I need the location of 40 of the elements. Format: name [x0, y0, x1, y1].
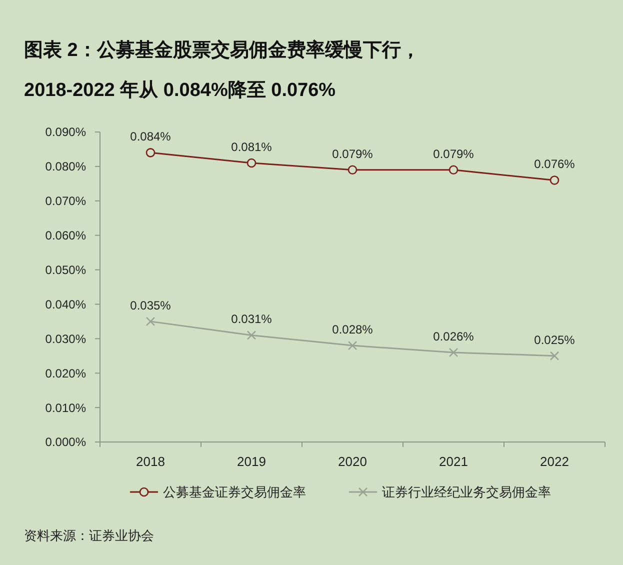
point: [550, 176, 560, 185]
data-label: 0.031%: [231, 312, 272, 326]
y-tick-label: 0.000%: [45, 435, 86, 450]
point: [246, 330, 256, 340]
x-tick-label: 2021: [439, 454, 468, 469]
x-tick-label: 2020: [338, 454, 367, 469]
point: [448, 348, 458, 358]
chart-title: 图表 2：公募基金股票交易佣金费率缓慢下行，: [24, 39, 420, 61]
y-tick-label: 0.070%: [45, 194, 86, 208]
y-tick-label: 0.050%: [45, 262, 86, 277]
point: [448, 165, 458, 175]
point: [146, 148, 156, 158]
y-tick-label: 0.060%: [45, 228, 86, 243]
x-tick-label: 2019: [237, 454, 266, 469]
text: 资料来源：证券业协会: [24, 528, 154, 543]
data-label: 0.079%: [332, 146, 374, 161]
data-label: 0.028%: [332, 322, 374, 337]
point: [550, 351, 560, 361]
data-label: 0.076%: [534, 157, 576, 172]
point: [348, 340, 358, 350]
data-label: 0.025%: [534, 332, 576, 347]
y-tick-label: 0.090%: [45, 125, 86, 140]
data-label: 0.084%: [130, 130, 172, 144]
legend-label: 证券行业经纪业务交易佣金率: [382, 484, 551, 500]
point: [246, 158, 256, 168]
y-tick-label: 0.040%: [45, 297, 86, 312]
y-tick-label: 0.010%: [45, 400, 86, 415]
y-tick-label: 0.080%: [45, 160, 86, 174]
x-tick-label: 2022: [540, 454, 569, 469]
data-label: 0.079%: [433, 146, 474, 161]
x-tick-label: 2018: [136, 454, 165, 469]
y-tick-label: 0.020%: [45, 366, 86, 380]
point: [348, 165, 358, 175]
legend-label: 公募基金证券交易佣金率: [163, 484, 306, 500]
data-label: 0.035%: [130, 298, 172, 312]
chart-subtitle: 2018-2022 年从 0.084%降至 0.076%: [24, 79, 336, 101]
y-tick-label: 0.030%: [45, 332, 86, 346]
data-label: 0.081%: [231, 140, 272, 154]
data-label: 0.026%: [433, 329, 474, 344]
point: [146, 316, 156, 326]
